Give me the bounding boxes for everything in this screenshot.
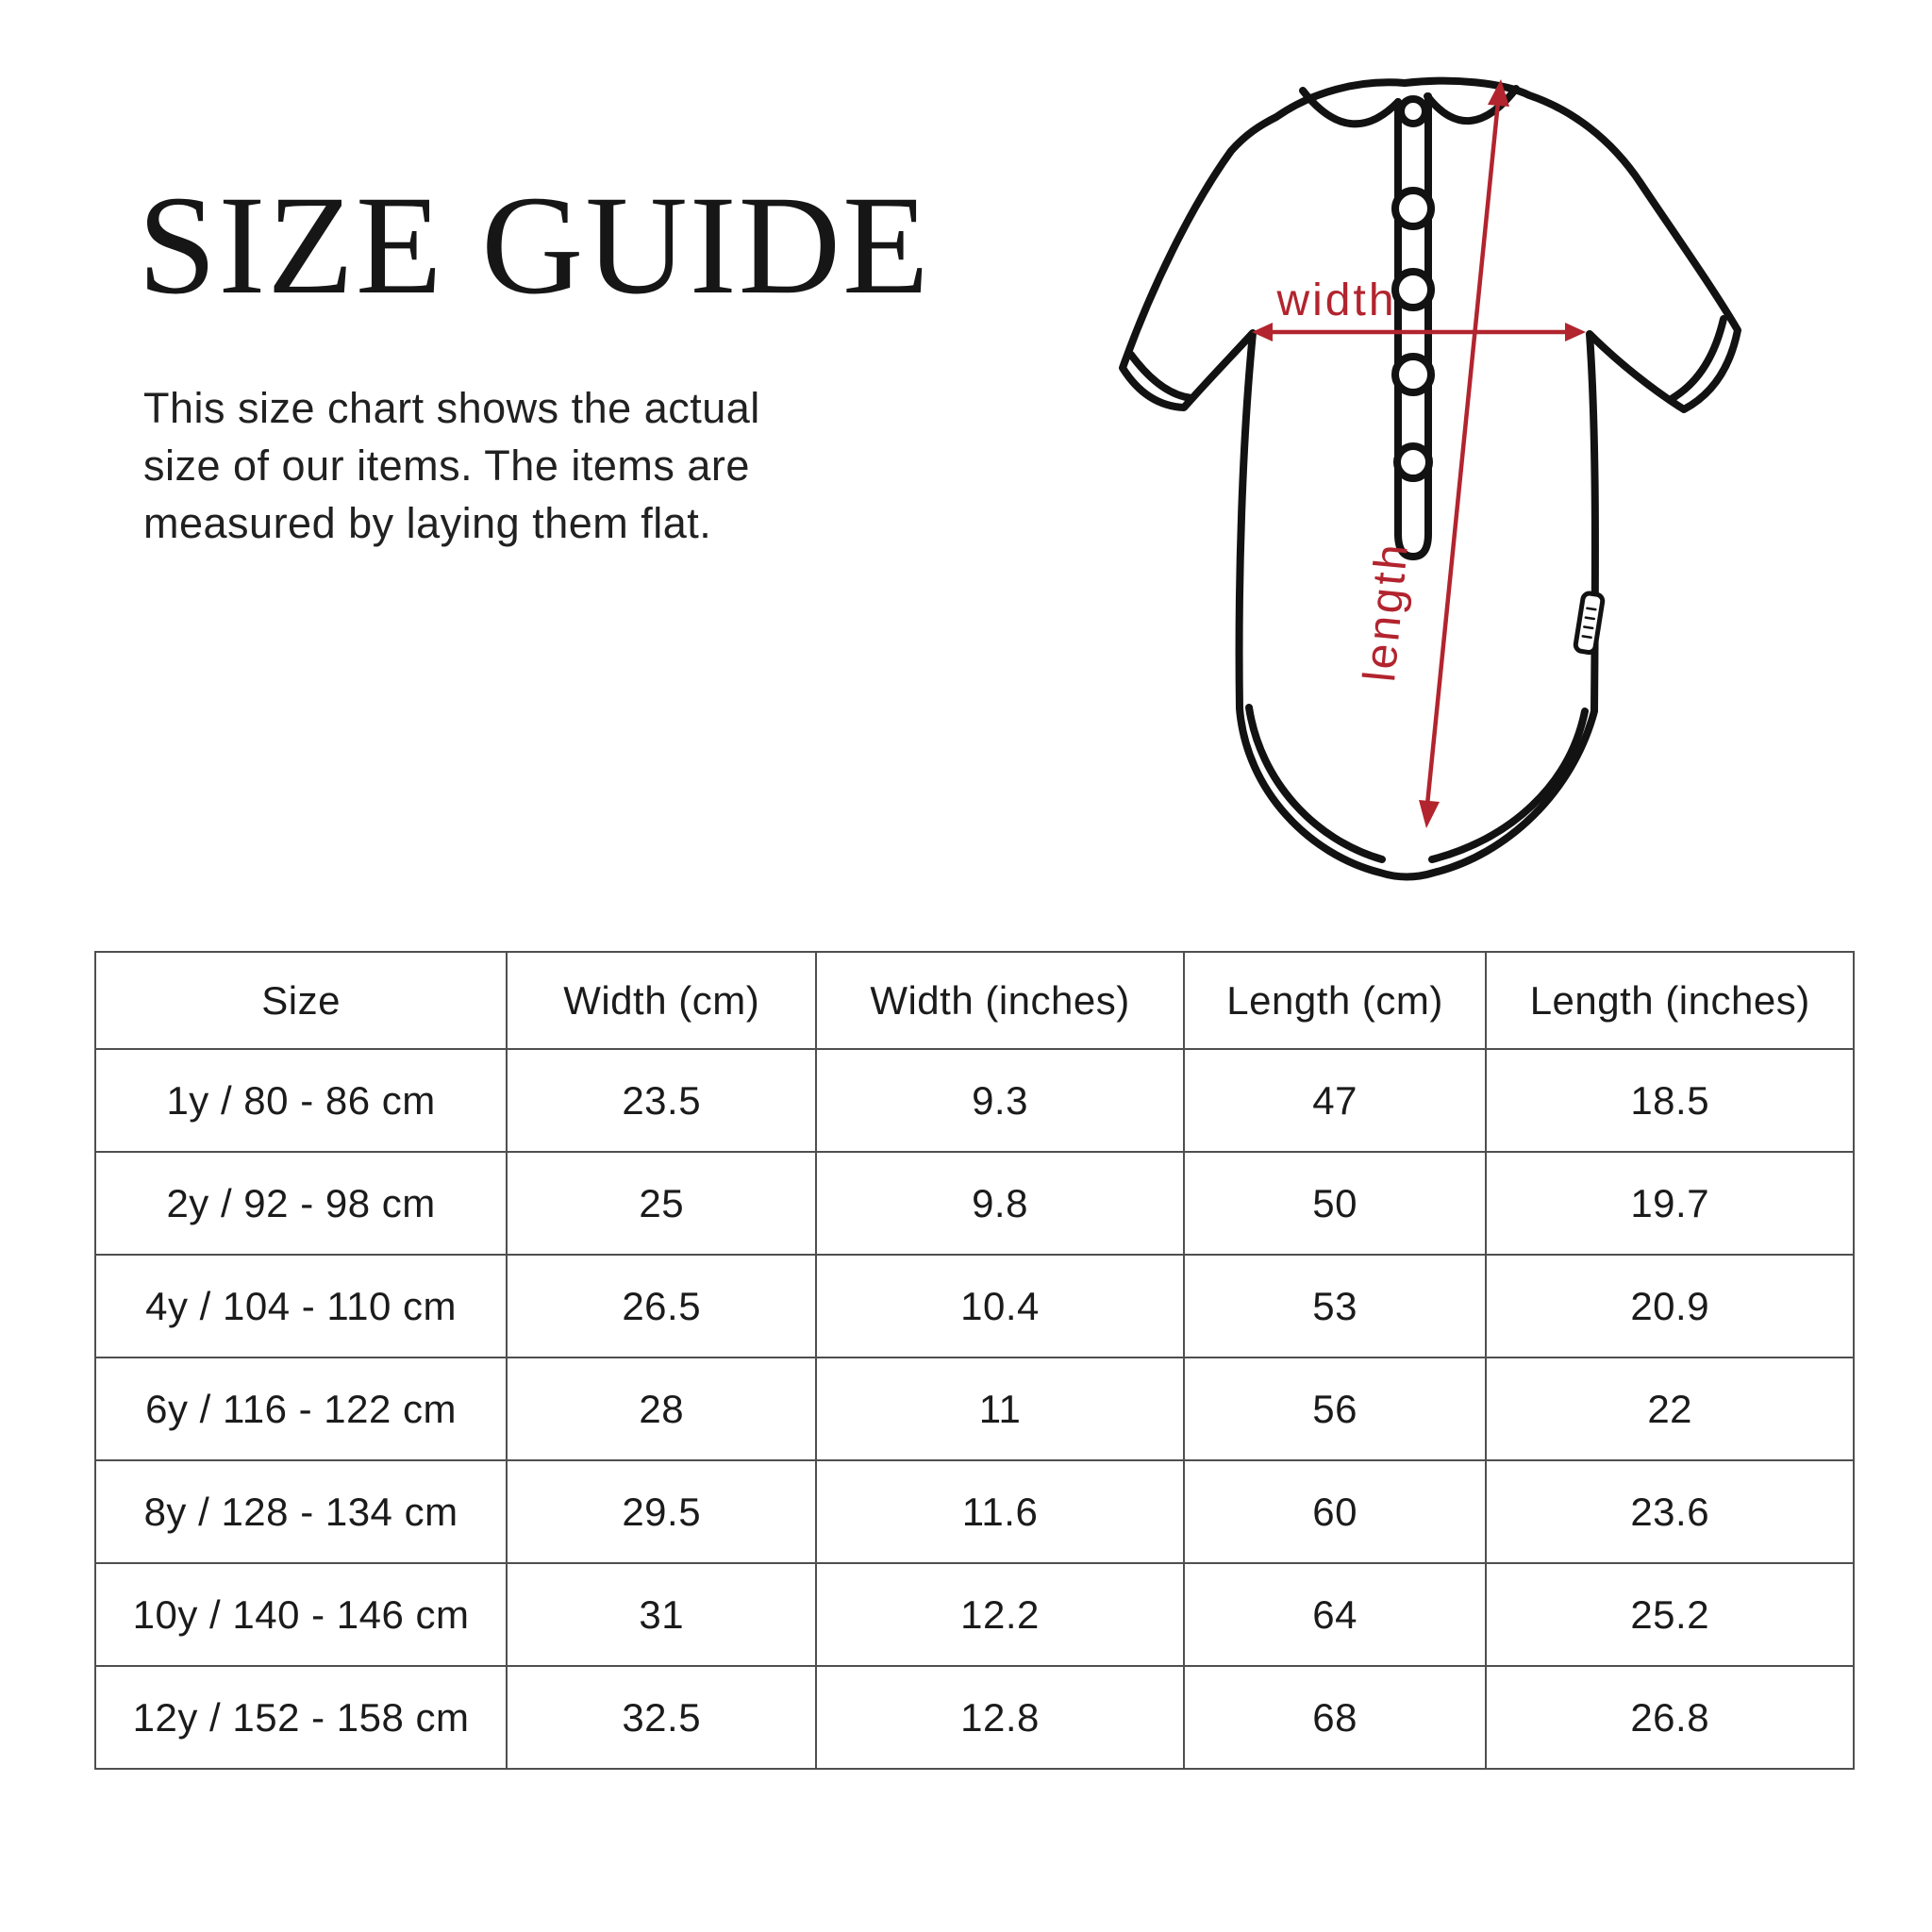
- value-cell: 25: [506, 1151, 818, 1256]
- length-arrow: [1419, 79, 1509, 828]
- value-cell: 31: [506, 1562, 818, 1667]
- table-row: 4y / 104 - 110 cm 26.5 10.4 53 20.9: [93, 1254, 1855, 1358]
- description-line: measured by laying them flat.: [143, 499, 712, 547]
- value-cell: 19.7: [1485, 1151, 1855, 1256]
- value-cell: 11: [815, 1357, 1185, 1461]
- value-cell: 23.5: [506, 1048, 818, 1153]
- column-header: Size: [93, 951, 508, 1050]
- value-cell: 23.6: [1485, 1459, 1855, 1564]
- value-cell: 53: [1182, 1254, 1488, 1358]
- table-row: 8y / 128 - 134 cm 29.5 11.6 60 23.6: [93, 1459, 1855, 1564]
- left-leg-binding: [1245, 704, 1386, 863]
- value-cell: 47: [1182, 1048, 1488, 1153]
- width-arrow: [1252, 323, 1586, 341]
- table-row: 12y / 152 - 158 cm 32.5 12.8 68 26.8: [93, 1665, 1855, 1770]
- size-cell: 4y / 104 - 110 cm: [93, 1254, 508, 1358]
- width-label: width: [1275, 275, 1396, 325]
- size-table: Size Width (cm) Width (inches) Length (cm) L…: [93, 951, 1855, 1770]
- value-cell: 64: [1182, 1562, 1488, 1667]
- size-cell: 1y / 80 - 86 cm: [93, 1048, 508, 1153]
- value-cell: 12.8: [815, 1665, 1185, 1770]
- size-cell: 6y / 116 - 122 cm: [93, 1357, 508, 1461]
- value-cell: 22: [1485, 1357, 1855, 1461]
- side-tag: [1573, 591, 1606, 656]
- size-cell: 10y / 140 - 146 cm: [93, 1562, 508, 1667]
- collar-left: [1299, 87, 1402, 128]
- right-cuff-band: [1669, 315, 1727, 402]
- value-cell: 28: [506, 1357, 818, 1461]
- value-cell: 11.6: [815, 1459, 1185, 1564]
- value-cell: 9.3: [815, 1048, 1185, 1153]
- page-title: SIZE GUIDE: [138, 167, 931, 324]
- column-header: Length (cm): [1182, 951, 1488, 1050]
- value-cell: 25.2: [1485, 1562, 1855, 1667]
- button: [1397, 95, 1429, 127]
- column-header: Length (inches): [1485, 951, 1855, 1050]
- button: [1391, 353, 1435, 396]
- button: [1391, 268, 1435, 311]
- value-cell: 20.9: [1485, 1254, 1855, 1358]
- size-table-header: Size Width (cm) Width (inches) Length (cm) L…: [93, 951, 1855, 1050]
- button: [1393, 442, 1433, 482]
- left-cuff-band: [1127, 351, 1195, 402]
- value-cell: 18.5: [1485, 1048, 1855, 1153]
- size-cell: 8y / 128 - 134 cm: [93, 1459, 508, 1564]
- page-description: This size chart shows the actual size of…: [143, 379, 760, 552]
- bodysuit-diagram: width length: [1119, 76, 1741, 881]
- value-cell: 12.2: [815, 1562, 1185, 1667]
- value-cell: 68: [1182, 1665, 1488, 1770]
- size-cell: 2y / 92 - 98 cm: [93, 1151, 508, 1256]
- table-row: 10y / 140 - 146 cm 31 12.2 64 25.2: [93, 1562, 1855, 1667]
- value-cell: 10.4: [815, 1254, 1185, 1358]
- table-row: 2y / 92 - 98 cm 25 9.8 50 19.7: [93, 1151, 1855, 1256]
- button-placket: [1394, 92, 1432, 560]
- value-cell: 26.5: [506, 1254, 818, 1358]
- right-leg-binding: [1428, 708, 1589, 863]
- value-cell: 50: [1182, 1151, 1488, 1256]
- button: [1391, 187, 1435, 230]
- column-header: Width (inches): [815, 951, 1185, 1050]
- value-cell: 32.5: [506, 1665, 818, 1770]
- value-cell: 9.8: [815, 1151, 1185, 1256]
- size-cell: 12y / 152 - 158 cm: [93, 1665, 508, 1770]
- column-header: Width (cm): [506, 951, 818, 1050]
- description-line: This size chart shows the actual: [143, 384, 760, 432]
- value-cell: 26.8: [1485, 1665, 1855, 1770]
- value-cell: 29.5: [506, 1459, 818, 1564]
- header-row: Size Width (cm) Width (inches) Length (cm) L…: [93, 951, 1855, 1050]
- value-cell: 60: [1182, 1459, 1488, 1564]
- description-line: size of our items. The items are: [143, 441, 750, 490]
- value-cell: 56: [1182, 1357, 1488, 1461]
- table-row: 1y / 80 - 86 cm 23.5 9.3 47 18.5: [93, 1048, 1855, 1153]
- size-table-body: 1y / 80 - 86 cm 23.5 9.3 47 18.5 2y / 92 - 98…: [93, 1048, 1855, 1770]
- placket-buttons: [1391, 95, 1435, 482]
- table-row: 6y / 116 - 122 cm 28 11 56 22: [93, 1357, 1855, 1461]
